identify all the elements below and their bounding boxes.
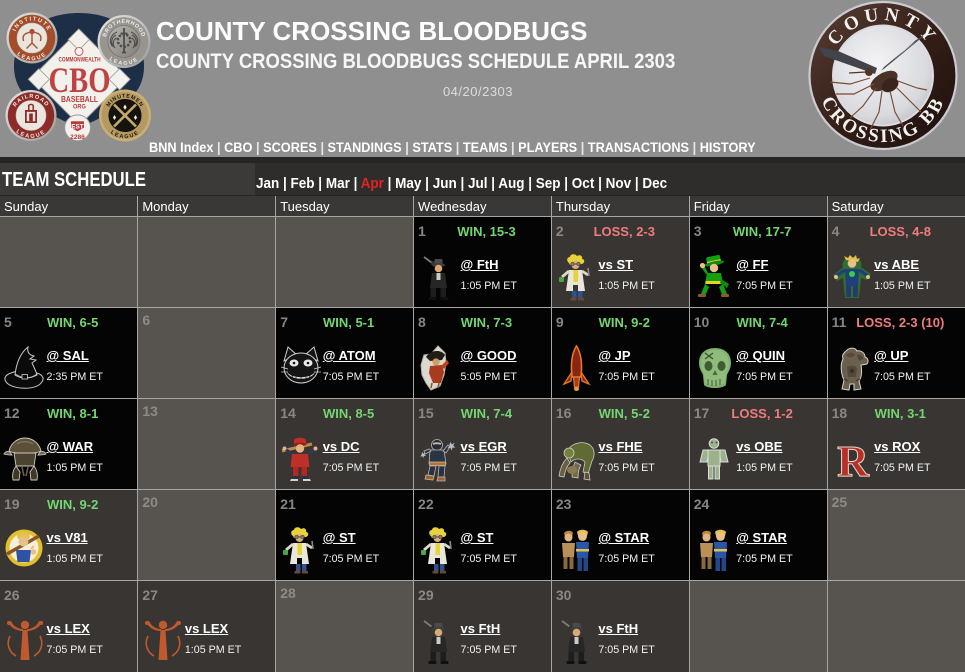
svg-text:R: R [837, 437, 870, 484]
svg-text:LEAGUE: LEAGUE [108, 56, 140, 67]
svg-text:BASEBALL: BASEBALL [61, 94, 98, 104]
svg-text:2286: 2286 [70, 134, 85, 141]
svg-text:CBO: CBO [49, 60, 111, 100]
svg-text:LEAGUE: LEAGUE [16, 51, 49, 62]
svg-text:ORG: ORG [73, 104, 86, 111]
svg-text:LEAGUE: LEAGUE [109, 130, 140, 141]
svg-text:LEAGUE: LEAGUE [15, 129, 48, 140]
svg-text:COMMONWEALTH: COMMONWEALTH [59, 57, 101, 64]
svg-text:EST: EST [71, 123, 84, 130]
